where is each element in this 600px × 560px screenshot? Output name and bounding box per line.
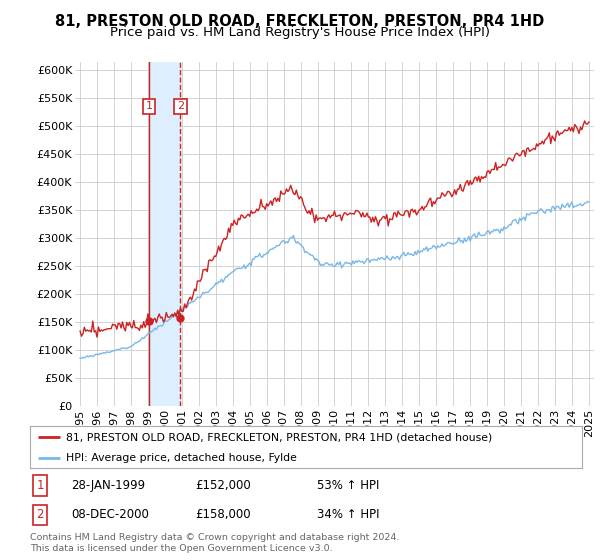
Bar: [149, 62, 181, 406]
Text: 81, PRESTON OLD ROAD, FRECKLETON, PRESTON, PR4 1HD: 81, PRESTON OLD ROAD, FRECKLETON, PRESTO…: [55, 14, 545, 29]
Text: Price paid vs. HM Land Registry's House Price Index (HPI): Price paid vs. HM Land Registry's House …: [110, 26, 490, 39]
Text: HPI: Average price, detached house, Fylde: HPI: Average price, detached house, Fyld…: [66, 454, 297, 463]
Text: Contains HM Land Registry data © Crown copyright and database right 2024.
This d: Contains HM Land Registry data © Crown c…: [30, 533, 400, 553]
Text: 34% ↑ HPI: 34% ↑ HPI: [317, 508, 380, 521]
Text: 2: 2: [177, 101, 184, 111]
Text: 28-JAN-1999: 28-JAN-1999: [71, 479, 146, 492]
Text: £158,000: £158,000: [196, 508, 251, 521]
Text: 08-DEC-2000: 08-DEC-2000: [71, 508, 149, 521]
Text: 1: 1: [36, 479, 44, 492]
Text: 1: 1: [146, 101, 152, 111]
Text: 53% ↑ HPI: 53% ↑ HPI: [317, 479, 379, 492]
Text: 2: 2: [36, 508, 44, 521]
Text: 81, PRESTON OLD ROAD, FRECKLETON, PRESTON, PR4 1HD (detached house): 81, PRESTON OLD ROAD, FRECKLETON, PRESTO…: [66, 432, 492, 442]
Text: £152,000: £152,000: [196, 479, 251, 492]
